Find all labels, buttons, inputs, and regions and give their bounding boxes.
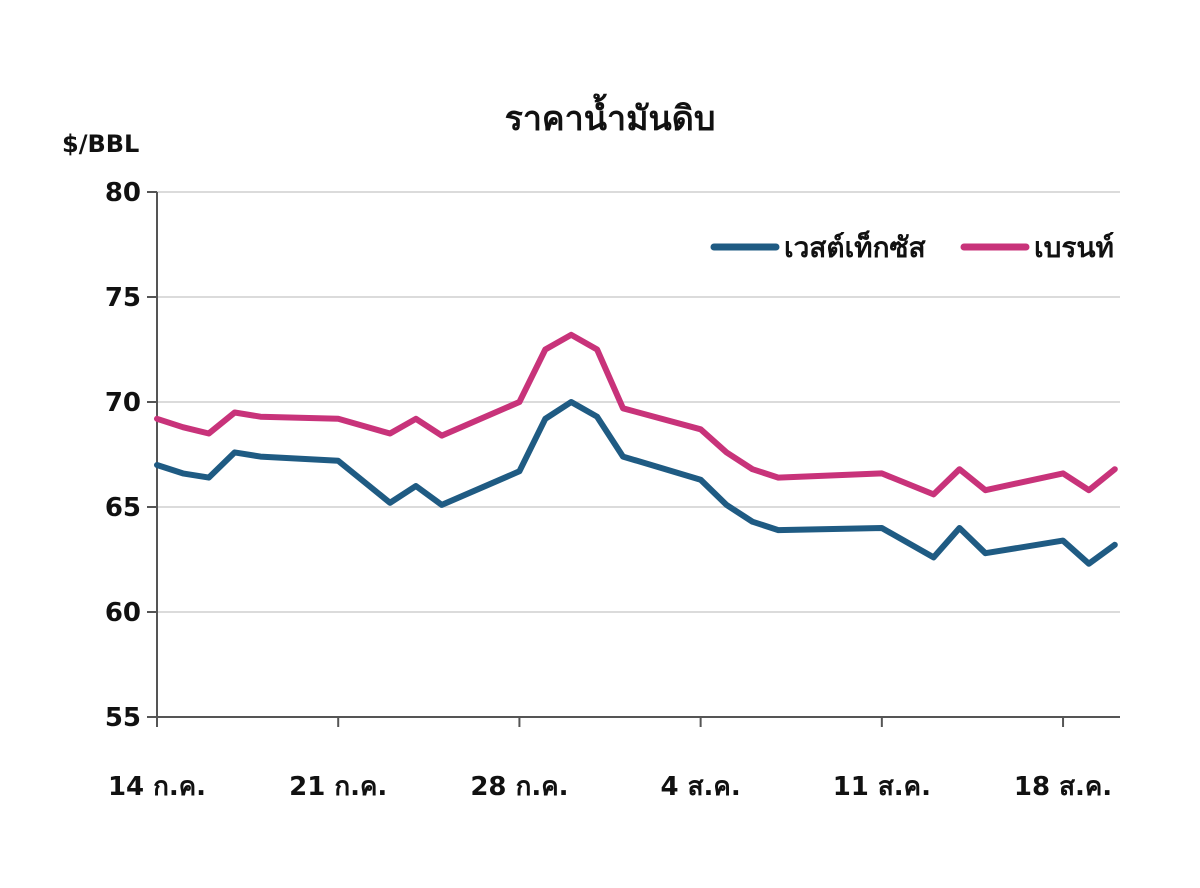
chart-title: ราคาน้ำมันดิบ — [505, 93, 716, 139]
legend-label-1: เบรนท์ — [1034, 231, 1114, 264]
series-line-0 — [154, 399, 1118, 567]
y-axis-unit-label: $/BBL — [62, 130, 139, 158]
x-tick-label-5: 18 ส.ค. — [1014, 772, 1112, 802]
legend: เวสต์เท็กซัส เบรนท์ — [710, 230, 1114, 264]
y-tick-label-55: 55 — [105, 703, 141, 733]
legend-label-0: เวสต์เท็กซัส — [784, 230, 927, 264]
y-tick-label-65: 65 — [105, 493, 141, 523]
y-tick-label-70: 70 — [105, 388, 141, 418]
y-tick-label-80: 80 — [105, 178, 141, 208]
y-tick-label-75: 75 — [105, 283, 141, 313]
x-tick-label-2: 28 ก.ค. — [470, 772, 568, 802]
x-tick-label-1: 21 ก.ค. — [289, 772, 387, 802]
x-axis-ticks: 14 ก.ค. 21 ก.ค. 28 ก.ค. 4 ส.ค. 11 ส.ค. 18 ส.ค… — [108, 717, 1112, 802]
x-tick-label-3: 4 ส.ค. — [661, 772, 741, 802]
series-line-1 — [154, 331, 1118, 498]
x-tick-label-0: 14 ก.ค. — [108, 772, 206, 802]
y-axis-ticks: 55 60 65 70 75 80 — [105, 178, 157, 733]
axes — [156, 192, 1120, 718]
y-tick-label-60: 60 — [105, 598, 141, 628]
gridlines — [157, 191, 1120, 613]
x-tick-label-4: 11 ส.ค. — [833, 772, 931, 802]
series-lines — [154, 331, 1118, 567]
